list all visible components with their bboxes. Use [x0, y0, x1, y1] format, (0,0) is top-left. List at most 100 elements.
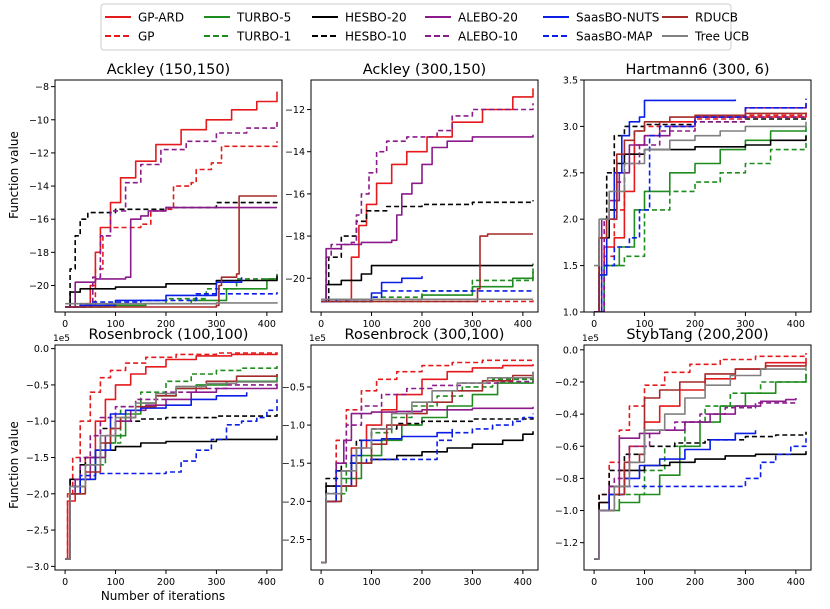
series-line-hesbo-10	[594, 118, 806, 312]
legend-label-saasbo-nuts: SaasBO-NUTS	[576, 11, 659, 25]
x-tick-label: 400	[514, 577, 532, 588]
series-line-tree-ucb	[594, 365, 807, 560]
y-tick-label: −0.5	[282, 382, 305, 393]
x-tick-label: 100	[635, 577, 653, 588]
series-line-alebo-10	[65, 121, 278, 308]
plot-frame	[310, 79, 539, 313]
y-axis-exponent: 1e5	[53, 334, 70, 344]
legend-label-gp-ard: GP-ARD	[138, 11, 184, 25]
y-tick-label: −10	[29, 115, 49, 126]
series-line-gp	[594, 353, 807, 560]
chart-3: Hartmann6 (300, 6) 0 100 200 300 400 1.0 1.5 2.0…	[563, 62, 812, 330]
y-tick-label: −20	[285, 274, 305, 285]
x-tick-label: 300	[736, 319, 754, 330]
series-line-saasbo-map	[65, 292, 278, 308]
legend-label-tree-ucb: Tree UCB	[694, 30, 749, 44]
series-line-alebo-20	[65, 206, 277, 308]
y-tick-label: −12	[29, 148, 49, 159]
series-line-turbo-1	[321, 371, 534, 564]
x-tick-label: 200	[413, 319, 431, 330]
legend-label-turbo-1: TURBO-1	[236, 30, 291, 44]
y-tick-label: −0.8	[555, 474, 578, 485]
chart-6: StybTang (200,200) 0 100 200 300 400 −1.2 −1.0 −…	[555, 327, 812, 588]
series-line-turbo-1	[594, 369, 807, 560]
series-group	[65, 91, 278, 308]
series-group	[321, 88, 534, 303]
x-tick-label: 100	[362, 319, 380, 330]
series-group	[594, 98, 807, 312]
series-line-alebo-20	[65, 384, 278, 560]
series-line-hesbo-20	[65, 435, 278, 560]
series-line-rducb	[594, 112, 807, 312]
series-line-turbo-1	[594, 131, 807, 312]
series-line-gp-ard	[594, 112, 807, 312]
y-axis-exponent: 1e5	[582, 334, 599, 344]
x-tick-label: 0	[318, 577, 324, 588]
chart-2: Ackley (300,150) 0 100 200 300 400 −20 −18 −16 −1…	[285, 62, 539, 330]
y-tick-label: 2.5	[563, 168, 578, 179]
legend-label-alebo-20: ALEBO-20	[458, 11, 518, 25]
y-tick-label: −1.5	[26, 453, 49, 464]
chart-title: Rosenbrock (300,100)	[345, 327, 505, 343]
chart-1: Ackley (150,150) 0 100 200 300 400 −20 −18 −16 −1…	[29, 62, 283, 330]
series-line-hesbo-20	[321, 431, 534, 564]
series-line-alebo-20	[594, 103, 807, 312]
series-line-saasbo-map	[321, 413, 534, 564]
series-line-turbo-5	[65, 374, 278, 560]
x-tick-label: 200	[157, 577, 175, 588]
y-tick-label: −8	[35, 82, 49, 93]
y-tick-label: 3.5	[563, 76, 578, 87]
series-line-rducb	[65, 195, 277, 308]
x-tick-label: 400	[258, 577, 276, 588]
legend: GP-ARD GP TURBO-5 TURBO-1 HESBO-20 HESBO-10 AL…	[100, 3, 749, 51]
series-line-hesbo-10	[65, 199, 278, 308]
x-tick-label: 200	[686, 319, 704, 330]
y-axis-exponent: 1e5	[309, 334, 326, 344]
series-line-gp	[321, 359, 534, 564]
y-tick-label: −1.0	[555, 506, 578, 517]
y-tick-label: −14	[29, 182, 49, 193]
y-tick-label: −2.0	[26, 489, 49, 500]
series-group	[594, 353, 807, 560]
x-tick-label: 400	[787, 577, 805, 588]
series-line-rducb	[594, 362, 807, 560]
x-tick-label: 0	[591, 319, 597, 330]
series-line-alebo-20	[321, 406, 534, 564]
chart-4: Rosenbrock (100,100) 0 100 200 300 400 −3.0 −2.…	[26, 327, 283, 588]
legend-label-alebo-10: ALEBO-10	[458, 30, 518, 44]
legend-label-saasbo-map: SaasBO-MAP	[576, 30, 653, 44]
chart-title: Hartmann6 (300, 6)	[625, 62, 769, 78]
series-line-turbo-5	[594, 126, 807, 312]
series-line-saasbo-map	[594, 98, 807, 312]
series-line-gp	[65, 352, 278, 560]
series-line-hesbo-20	[594, 135, 807, 312]
legend-label-hesbo-10: HESBO-10	[345, 30, 407, 44]
x-axis-label: Number of iterations	[101, 589, 225, 603]
y-tick-label: 0.0	[34, 344, 49, 355]
plot-frame	[583, 344, 812, 571]
legend-label-gp: GP	[138, 30, 155, 44]
x-tick-label: 100	[362, 577, 380, 588]
x-tick-label: 100	[106, 577, 124, 588]
plot-frame	[54, 79, 283, 313]
chart-title: Rosenbrock (100,100)	[89, 327, 249, 343]
series-line-gp	[321, 297, 534, 303]
x-tick-label: 400	[514, 319, 532, 330]
y-tick-label: −0.6	[555, 442, 578, 453]
chart-title: Ackley (150,150)	[107, 62, 230, 78]
series-line-hesbo-10	[321, 417, 534, 564]
y-tick-label: −16	[29, 215, 49, 226]
x-tick-label: 400	[258, 319, 276, 330]
y-axis-label: Function value	[7, 131, 21, 219]
y-tick-label: −1.2	[555, 538, 578, 549]
y-tick-label: −18	[285, 232, 305, 243]
y-tick-label: −0.4	[555, 410, 578, 421]
x-tick-label: 0	[318, 319, 324, 330]
x-tick-label: 400	[787, 319, 805, 330]
y-tick-label: 3.0	[563, 122, 578, 133]
y-tick-label: −20	[29, 281, 49, 292]
plot-frame	[310, 344, 539, 571]
y-tick-label: −0.2	[555, 377, 578, 388]
series-line-hesbo-10	[321, 200, 534, 303]
series-line-tree-ucb	[65, 302, 278, 305]
